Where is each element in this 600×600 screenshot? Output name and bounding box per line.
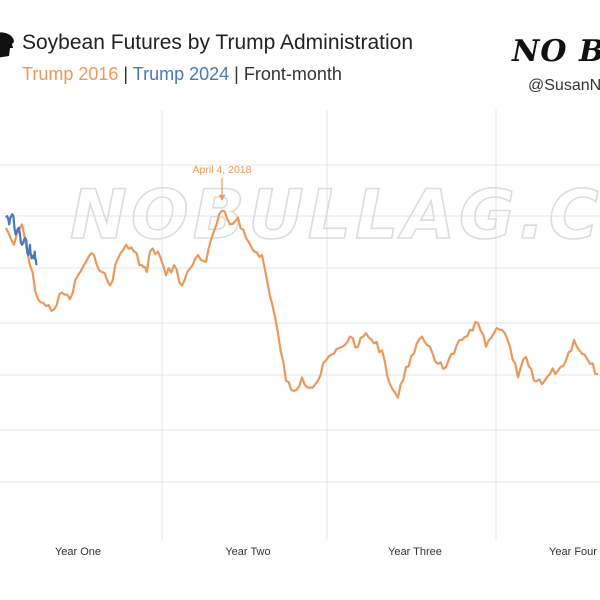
annotation-label: April 4, 2018 xyxy=(193,164,252,176)
x-tick-label: Year One xyxy=(55,546,101,558)
legend-trump-2016: Trump 2016 xyxy=(22,64,119,84)
chart-plot: NOBULLAG.COM April 4, 2018 Year OneYear … xyxy=(0,110,600,558)
brand-text: NO B xyxy=(512,34,600,69)
chart-subtitle: Trump 2016 | Trump 2024 | Front-month xyxy=(22,64,342,85)
brand-logo: NO B xyxy=(512,34,600,69)
chart-title: Soybean Futures by Trump Administration xyxy=(22,31,414,54)
series-layer xyxy=(5,209,598,399)
legend-trump-2024: Trump 2024 xyxy=(132,64,230,84)
subtitle-separator: | xyxy=(229,64,244,84)
annotation-layer: April 4, 2018 xyxy=(193,164,252,201)
grid-lines xyxy=(0,110,600,540)
annotation-arrowhead xyxy=(218,194,226,201)
portrait-logo-icon xyxy=(0,32,14,58)
social-handle: @SusanN xyxy=(528,77,600,94)
x-tick-label: Year Four xyxy=(549,546,597,558)
watermark: NOBULLAG.COM xyxy=(70,176,600,255)
x-tick-label: Year Two xyxy=(225,546,270,558)
subtitle-contract-note: Front-month xyxy=(243,64,342,84)
chart-header: Soybean Futures by Trump Administration … xyxy=(0,0,600,110)
subtitle-separator: | xyxy=(118,64,133,84)
x-tick-label: Year Three xyxy=(388,546,442,558)
x-axis-ticks: Year One Year Two Year Three Year Four xyxy=(55,546,597,558)
series-line-trump-2016 xyxy=(5,209,598,399)
series-line-trump-2024 xyxy=(5,213,38,266)
